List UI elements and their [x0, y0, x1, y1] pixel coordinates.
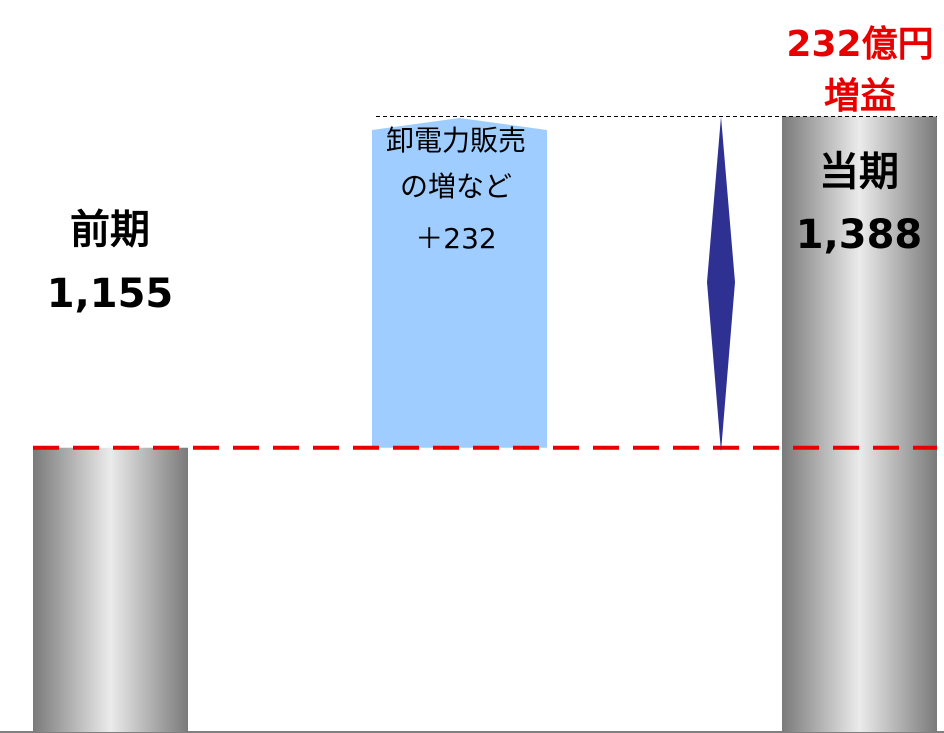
value-current: 1,388: [796, 212, 923, 258]
label-increase-line2: の増など: [400, 170, 512, 203]
label-increase-line1: 卸電力販売: [386, 124, 526, 157]
value-increase: ＋232: [415, 222, 496, 255]
bar-increase: [372, 117, 547, 448]
value-previous: 1,155: [47, 271, 174, 317]
difference-arrow-icon: [707, 116, 735, 452]
bar-current-period: [782, 116, 937, 732]
bar-previous-period: [33, 447, 188, 732]
profit-increase-amount: 232億円: [786, 24, 933, 65]
label-previous: 前期: [70, 207, 150, 253]
label-current: 当期: [819, 149, 899, 195]
profit-increase-label: 増益: [824, 76, 896, 117]
